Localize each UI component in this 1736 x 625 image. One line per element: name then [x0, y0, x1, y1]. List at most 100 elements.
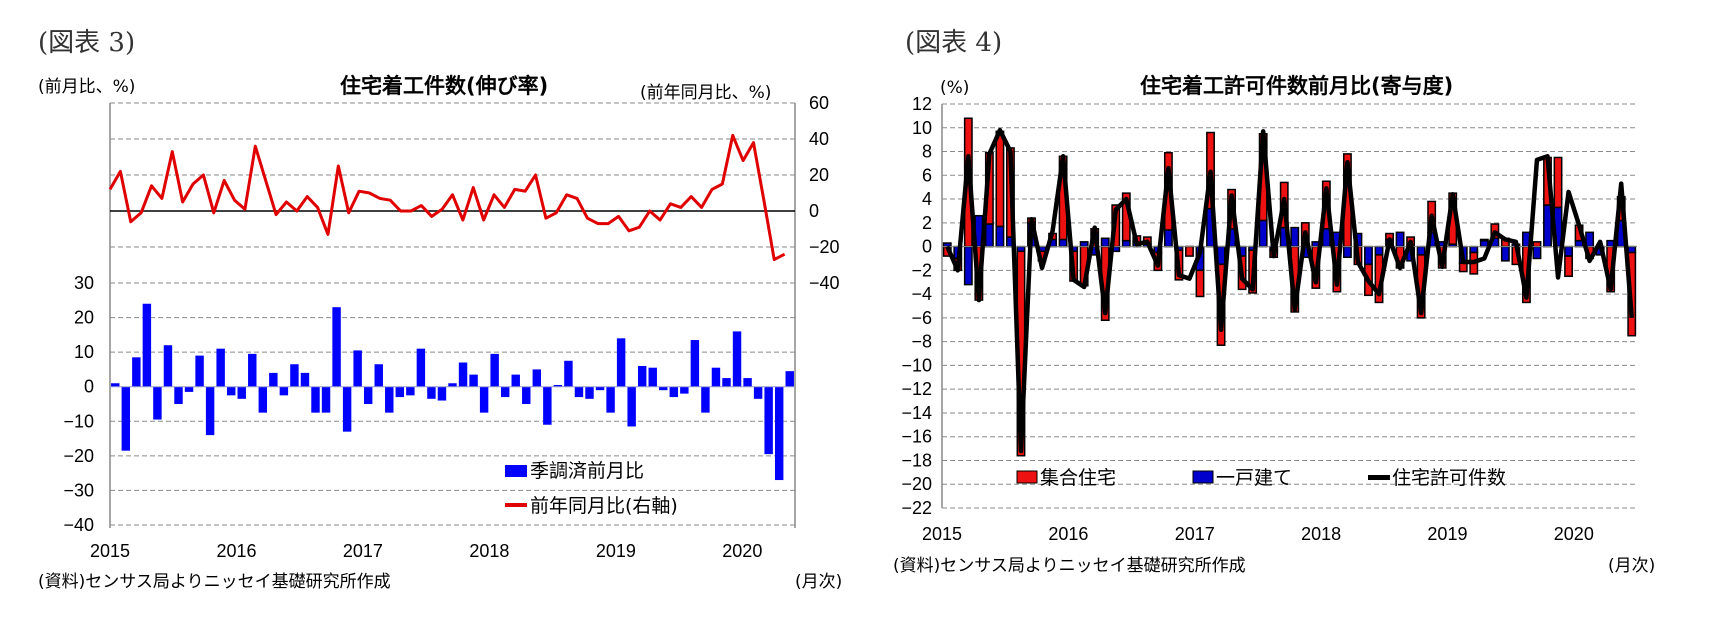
bar-mom [701, 386, 710, 413]
bar-mom [132, 357, 141, 387]
bar-multi-family [1185, 245, 1194, 257]
bar-mom [226, 386, 236, 396]
bar-mom [606, 386, 615, 413]
bar-mom [184, 386, 194, 392]
left-axis-tick-label: −20 [63, 446, 94, 466]
bar-multi-family [1479, 238, 1489, 242]
x-axis-year-label: 2020 [1554, 524, 1594, 544]
bar-mom [205, 386, 215, 436]
bar-mom [553, 384, 563, 387]
right-axis-tick-label: 20 [809, 165, 829, 185]
left-figure-label: (図表 3) [38, 28, 136, 58]
bar-single-family [1374, 245, 1384, 256]
bar-single-family [1290, 226, 1300, 248]
bar-single-family [1058, 238, 1068, 248]
legend-label-multi: 集合住宅 [1040, 467, 1116, 489]
bar-mom [479, 386, 489, 413]
bar-mom [311, 386, 320, 413]
x-axis-year-label: 2019 [596, 541, 636, 561]
bar-mom [195, 355, 204, 387]
left-axis-unit: (前月比、%) [38, 77, 136, 97]
bar-mom [363, 386, 373, 404]
line-total-permits [945, 127, 1634, 454]
right-figure-label: (図表 4) [905, 28, 1003, 58]
bar-mom [543, 386, 552, 425]
y-axis-tick-label: −14 [901, 403, 932, 423]
y-axis-tick-label: −4 [911, 284, 932, 304]
y-axis-tick-label: −16 [901, 427, 932, 447]
bar-mom [163, 345, 173, 387]
x-axis-year-label: 2020 [722, 541, 762, 561]
bar-mom [722, 378, 731, 387]
right-axis-tick-label: 60 [809, 93, 829, 113]
y-axis-tick-label: −8 [911, 332, 932, 352]
bar-mom [785, 371, 794, 387]
y-axis-tick-label: 2 [922, 213, 932, 233]
bar-multi-family [1553, 156, 1563, 209]
bar-mom [111, 383, 120, 387]
left-chart-title: 住宅着工件数(伸び率) [340, 74, 549, 98]
legend-swatch-total [1368, 475, 1390, 480]
bar-mom [680, 386, 689, 394]
y-axis-tick-label: −2 [911, 260, 932, 280]
right-axis-tick-label: 40 [809, 129, 829, 149]
bar-mom [416, 348, 426, 387]
bar-mom [332, 307, 341, 387]
bar-mom [490, 353, 499, 387]
legend-label-mom: 季調済前月比 [530, 460, 644, 482]
bar-single-family [1532, 245, 1542, 260]
bar-multi-family [995, 130, 1005, 228]
bar-single-family [1416, 245, 1426, 256]
bar-mom [237, 386, 246, 399]
bar-single-family [1342, 245, 1352, 259]
x-axis-year-label: 2017 [1175, 524, 1215, 544]
y-axis-tick-label: −18 [901, 450, 932, 470]
y-axis-tick-label: 10 [912, 118, 932, 138]
bar-single-family [1564, 245, 1573, 257]
legend-swatch-yoy [505, 503, 527, 507]
x-axis-year-label: 2016 [216, 541, 256, 561]
legend-swatch-mom [505, 465, 527, 477]
bar-mom [532, 369, 542, 387]
bar-mom [522, 386, 531, 404]
bar-single-family [1364, 245, 1373, 266]
bar-mom [406, 386, 415, 396]
bar-mom [290, 364, 299, 387]
legend-swatch-multi [1016, 470, 1038, 484]
bar-mom [269, 372, 278, 387]
bar-mom [174, 386, 183, 404]
left-x-unit: (月次) [795, 572, 843, 592]
x-axis-year-label: 2016 [1048, 524, 1088, 544]
bar-mom [627, 386, 636, 427]
left-axis-tick-label: −40 [63, 515, 94, 535]
y-axis-tick-label: 4 [922, 189, 932, 209]
bar-single-family [1627, 245, 1637, 254]
bar-mom [395, 386, 405, 398]
legend-swatch-single [1192, 470, 1214, 484]
bar-single-family [1469, 245, 1479, 254]
bar-mom [458, 362, 468, 387]
right-axis-unit: (前年同月比、%) [640, 83, 772, 103]
bar-mom [669, 386, 679, 398]
bar-multi-family [1458, 262, 1468, 273]
left-axis-tick-label: −10 [63, 411, 94, 431]
bar-mom [342, 386, 352, 432]
right-chart-title: 住宅着工許可件数前月比(寄与度) [1140, 74, 1454, 98]
bar-mom [743, 378, 752, 387]
bar-single-family [984, 223, 994, 248]
bar-mom [500, 386, 510, 398]
x-axis-year-label: 2017 [343, 541, 383, 561]
y-axis-tick-label: −20 [901, 474, 932, 494]
y-axis-tick-label: 8 [922, 142, 932, 162]
bar-mom [437, 386, 447, 401]
bar-single-family [1395, 231, 1405, 248]
bar-multi-family [1195, 269, 1205, 298]
bar-mom [153, 386, 162, 420]
bar-mom [574, 386, 584, 398]
x-axis-year-label: 2015 [90, 541, 130, 561]
bar-mom [732, 331, 742, 387]
left-axis-tick-label: 20 [74, 308, 94, 328]
x-axis-year-label: 2019 [1427, 524, 1467, 544]
bar-single-family [1479, 239, 1489, 248]
